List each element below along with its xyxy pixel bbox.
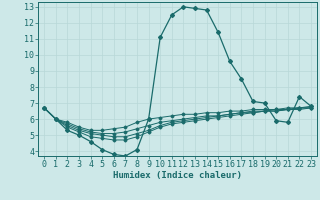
X-axis label: Humidex (Indice chaleur): Humidex (Indice chaleur) [113,171,242,180]
